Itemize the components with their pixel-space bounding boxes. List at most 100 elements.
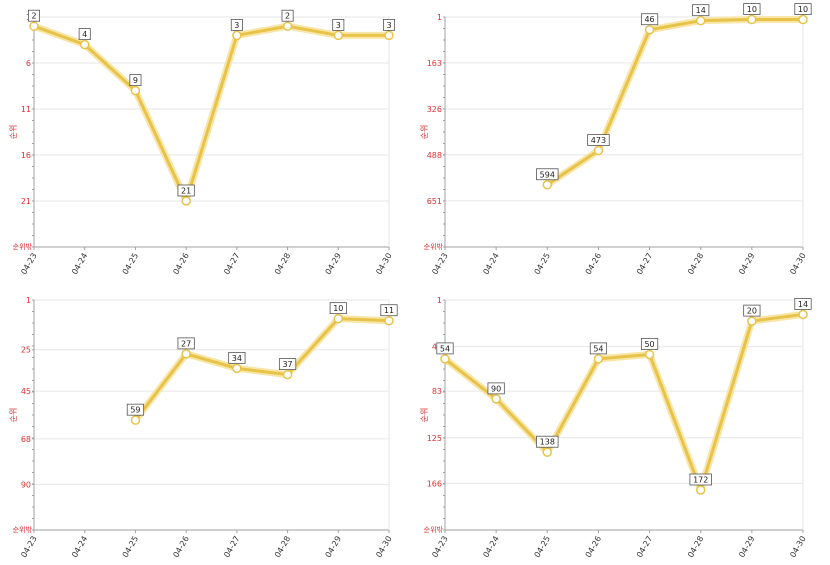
- data-label: 10: [333, 304, 343, 313]
- x-tick-label: 04-28: [686, 535, 705, 560]
- out-of-rank-label: 순위밖: [13, 525, 33, 534]
- data-point[interactable]: [333, 313, 344, 324]
- x-tick-label: 04-28: [273, 535, 292, 560]
- x-tick-label: 04-27: [635, 535, 654, 560]
- data-label-box: [228, 351, 246, 364]
- data-point[interactable]: [333, 30, 344, 41]
- data-point[interactable]: [491, 394, 501, 404]
- data-point[interactable]: [384, 315, 394, 326]
- y-tick-label: 326: [427, 105, 442, 114]
- y-axis-label: 순위: [420, 125, 429, 140]
- data-label-box: [126, 403, 145, 416]
- data-point[interactable]: [695, 485, 706, 495]
- out-of-rank-label: 순위밖: [424, 242, 444, 251]
- data-point[interactable]: [747, 14, 757, 25]
- x-tick-label: 04-24: [481, 252, 500, 277]
- data-point[interactable]: [282, 369, 293, 380]
- y-axis-label: 순위: [9, 125, 18, 140]
- data-point[interactable]: [232, 363, 242, 374]
- y-tick-label: 488: [427, 151, 442, 160]
- data-label: 27: [181, 339, 191, 348]
- y-tick-label: 25: [21, 346, 31, 355]
- data-label-box: [230, 18, 243, 31]
- y-axis-label: 순위: [9, 408, 18, 423]
- x-tick-label: 04-23: [19, 535, 38, 560]
- x-tick-label: 04-29: [737, 535, 756, 560]
- data-label: 2: [285, 12, 290, 21]
- data-label: 54: [440, 344, 450, 353]
- data-label: 50: [644, 340, 654, 349]
- series-line: [545, 18, 805, 187]
- x-tick-label: 04-30: [788, 252, 807, 277]
- out-of-rank-label: 순위밖: [424, 525, 444, 534]
- data-label-box: [794, 298, 812, 310]
- data-point[interactable]: [593, 145, 604, 156]
- data-point[interactable]: [798, 14, 808, 25]
- data-point[interactable]: [542, 180, 553, 190]
- data-label: 90: [491, 384, 501, 393]
- data-label-box: [27, 9, 40, 22]
- data-label-box: [329, 302, 347, 315]
- data-point[interactable]: [181, 196, 191, 206]
- series-line: [443, 312, 805, 492]
- data-label-box: [536, 168, 559, 181]
- data-label-box: [589, 342, 608, 355]
- data-point[interactable]: [282, 21, 293, 31]
- data-label: 3: [386, 21, 391, 30]
- data-point[interactable]: [747, 316, 757, 326]
- data-label-box: [487, 382, 505, 395]
- chart-panel-bottom-right: 14383125166순위순위밖04-2304-2404-2504-2604-2…: [420, 296, 812, 560]
- x-tick-label: 04-25: [121, 535, 140, 560]
- x-tick-label: 04-30: [374, 535, 393, 560]
- y-tick-label: 68: [21, 435, 31, 444]
- data-label-box: [587, 134, 610, 146]
- data-point[interactable]: [593, 354, 604, 364]
- data-label: 473: [591, 136, 606, 145]
- x-tick-label: 04-23: [19, 252, 38, 277]
- out-of-rank-label: 순위밖: [13, 242, 33, 251]
- series-line: [133, 317, 391, 422]
- data-point[interactable]: [181, 349, 191, 359]
- data-label-box: [640, 13, 659, 26]
- x-tick-label: 04-30: [788, 535, 807, 560]
- data-point[interactable]: [79, 39, 90, 50]
- data-point[interactable]: [130, 85, 141, 96]
- x-tick-label: 04-23: [430, 535, 449, 560]
- data-label-box: [177, 184, 195, 197]
- data-point[interactable]: [130, 415, 141, 425]
- y-tick-label: 651: [427, 197, 442, 206]
- x-tick-label: 04-26: [584, 535, 603, 560]
- data-label-box: [640, 338, 659, 350]
- x-tick-label: 04-27: [635, 251, 654, 276]
- data-point[interactable]: [695, 15, 706, 26]
- data-point[interactable]: [440, 354, 450, 364]
- y-tick-label: 6: [26, 59, 31, 68]
- data-label-box: [794, 3, 812, 15]
- x-tick-label: 04-27: [222, 252, 241, 277]
- data-label-box: [177, 337, 195, 350]
- data-label: 14: [798, 300, 808, 309]
- x-tick-label: 04-27: [222, 535, 241, 560]
- x-tick-label: 04-25: [121, 252, 140, 277]
- y-tick-label: 16: [21, 151, 31, 160]
- data-label: 9: [133, 76, 138, 85]
- data-point[interactable]: [644, 24, 655, 35]
- y-tick-label: 166: [427, 479, 442, 488]
- data-point[interactable]: [384, 30, 394, 41]
- data-label-box: [536, 435, 559, 448]
- y-tick-label: 163: [427, 59, 442, 68]
- data-point[interactable]: [542, 447, 553, 457]
- data-point[interactable]: [232, 30, 242, 41]
- data-point[interactable]: [644, 349, 655, 360]
- chart-panel-top-left: 16111621순위순위밖04-2304-2404-2504-2604-2704…: [9, 9, 395, 277]
- data-label-box: [689, 473, 712, 486]
- x-tick-label: 04-28: [686, 252, 705, 277]
- y-tick-label: 83: [432, 387, 442, 396]
- data-label-box: [743, 304, 761, 317]
- x-tick-label: 04-28: [273, 252, 292, 277]
- data-point[interactable]: [29, 21, 39, 31]
- data-point[interactable]: [798, 309, 808, 320]
- data-label-box: [278, 358, 297, 370]
- data-label-box: [692, 4, 710, 17]
